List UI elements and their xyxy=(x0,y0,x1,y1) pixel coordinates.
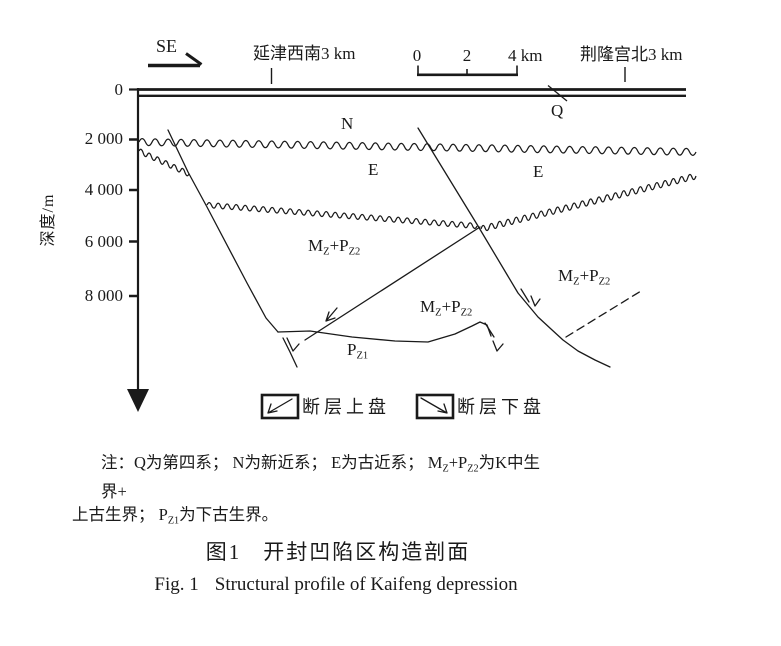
wavy-n-e-boundary xyxy=(138,138,697,156)
wavy-e-mz-right xyxy=(480,173,697,232)
caption-zh: 图1 开封凹陷区构造剖面 xyxy=(206,536,471,566)
legend-label-hanging-wall: 断层上盘 xyxy=(302,397,390,417)
note-line-1: 注：Q为第四系； N为新近系； E为古近系； MZ+PZ2为K中生界+ xyxy=(72,451,550,503)
legend-box-foot-wall xyxy=(415,393,455,420)
label-n: N xyxy=(341,114,354,133)
location-label-right: 荆隆宫北3 km xyxy=(580,45,683,64)
unit-text: +P xyxy=(579,266,599,285)
fault3-slip-arrow xyxy=(325,307,338,322)
note-sub: Z2 xyxy=(467,463,479,475)
note-sub: Z xyxy=(442,463,449,475)
unit-sub: Z xyxy=(573,276,580,288)
axis-title-depth: 深度/m xyxy=(40,193,57,247)
caption-zh-number: 图1 xyxy=(205,540,242,564)
legend-foot-arrow xyxy=(420,397,448,414)
pz1-top-boundary xyxy=(277,321,492,343)
legend-box-hanging-wall xyxy=(260,393,300,420)
figure-note: 注：Q为第四系； N为新近系； E为古近系； MZ+PZ2为K中生界+ 上古生界… xyxy=(72,451,550,533)
unit-text: M xyxy=(420,297,436,316)
unit-text: +P xyxy=(329,236,349,255)
fault-2 xyxy=(417,127,611,368)
unit-text: +P xyxy=(441,297,461,316)
caption-en-number: Fig. 1 xyxy=(154,574,199,595)
label-mz-pz2-center: MZ+PZ2 xyxy=(420,298,472,319)
unit-text: M xyxy=(308,236,324,255)
label-mz-pz2-main: MZ+PZ2 xyxy=(308,237,360,258)
fault-1-tail xyxy=(282,337,298,368)
caption-zh-title: 开封凹陷区构造剖面 xyxy=(263,540,471,564)
unit-sub: Z2 xyxy=(460,307,473,319)
note-line-2: 上古生界； PZ1为下古生界。 xyxy=(72,503,550,532)
scalebar-label-0: 0 xyxy=(412,46,422,65)
unit-sub: Z2 xyxy=(348,246,361,258)
note-text: 为K中生界+ xyxy=(101,453,540,502)
label-e-right: E xyxy=(533,162,544,181)
direction-label: SE xyxy=(156,36,178,56)
fault1-slip-arrow xyxy=(286,337,300,352)
note-text: 为下古生界。 xyxy=(179,505,279,525)
axis-tick-label-0: 0 xyxy=(114,80,124,99)
unit-text: P xyxy=(347,340,357,359)
location-label-left: 延津西南3 km xyxy=(253,44,356,63)
fault-2-inferred xyxy=(565,290,642,338)
fault-1 xyxy=(167,129,279,333)
unit-sub: Z1 xyxy=(356,350,369,362)
note-text: 注：Q为第四系； N为新近系； E为古近系； M xyxy=(101,453,443,472)
label-pz1: PZ1 xyxy=(347,341,368,362)
legend-hanging-arrow xyxy=(267,398,293,414)
axis-tick-label-8000: 8 000 xyxy=(84,286,123,305)
fault-3 xyxy=(304,226,481,341)
fault2-lower-slip-arrow xyxy=(484,322,504,352)
axis-arrowhead xyxy=(127,389,149,412)
wavy-left-e-top xyxy=(138,148,190,177)
legend-label-foot-wall: 断层下盘 xyxy=(457,397,545,417)
scalebar-label-4km: 4 km xyxy=(508,46,543,65)
label-q: Q xyxy=(551,101,564,120)
label-e-left: E xyxy=(368,160,379,179)
unit-sub: Z2 xyxy=(598,276,611,288)
caption-en: Fig. 1 Structural profile of Kaifeng depr… xyxy=(154,574,517,596)
caption-en-title: Structural profile of Kaifeng depression xyxy=(214,574,518,595)
note-text: +P xyxy=(448,453,468,472)
se-arrow-barb xyxy=(185,52,203,66)
unit-sub: Z xyxy=(435,307,442,319)
note-sub: Z1 xyxy=(167,515,180,527)
unit-sub: Z xyxy=(323,246,330,258)
axis-tick-label-2000: 2 000 xyxy=(84,129,123,148)
label-mz-pz2-right: MZ+PZ2 xyxy=(558,267,610,288)
wavy-e-mz-left xyxy=(206,201,478,230)
scalebar-label-2: 2 xyxy=(462,46,472,65)
axis-tick-label-6000: 6 000 xyxy=(84,232,123,251)
note-text: 上古生界； P xyxy=(72,505,168,525)
q-leader-line xyxy=(547,84,568,102)
axis-tick-label-4000: 4 000 xyxy=(84,180,123,199)
unit-text: M xyxy=(558,266,574,285)
fault2-upper-slip-arrow xyxy=(520,288,541,307)
